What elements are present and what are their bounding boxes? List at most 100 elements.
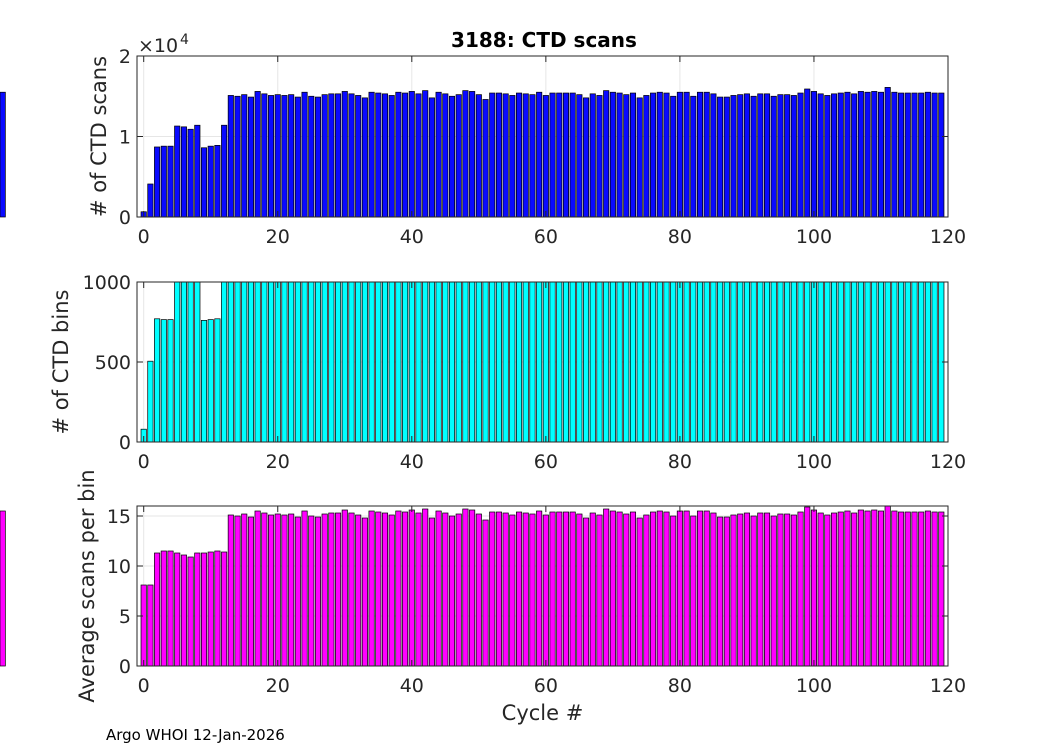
- bar: [763, 93, 771, 218]
- y-tick-label: 10: [107, 556, 131, 578]
- bar: [408, 281, 415, 443]
- bar: [837, 281, 844, 443]
- bar: [763, 512, 771, 667]
- bar: [730, 95, 737, 218]
- bar: [160, 145, 167, 218]
- bar: [361, 517, 368, 667]
- bar: [703, 91, 710, 218]
- bar: [314, 281, 322, 443]
- bar: [227, 281, 234, 443]
- bar: [536, 281, 543, 443]
- bar: [583, 97, 590, 218]
- bar: [301, 510, 308, 667]
- bar: [650, 511, 657, 667]
- bar: [321, 281, 328, 443]
- bar: [750, 515, 757, 667]
- bar: [871, 509, 878, 667]
- bar: [442, 281, 449, 443]
- y-tick-label: 0: [119, 656, 131, 678]
- bar: [435, 281, 442, 443]
- bar: [167, 145, 174, 218]
- bar: [596, 514, 603, 667]
- bar: [422, 508, 429, 667]
- bar: [918, 92, 925, 218]
- bar: [516, 511, 523, 667]
- bar: [824, 514, 831, 667]
- bar: [616, 92, 623, 218]
- bar: [831, 93, 838, 218]
- bar: [442, 512, 449, 667]
- bar: [375, 92, 382, 218]
- bar: [737, 513, 744, 667]
- bar: [294, 281, 301, 443]
- bar: [690, 281, 697, 443]
- bar: [147, 183, 154, 218]
- bar: [797, 281, 804, 443]
- bar: [696, 281, 704, 443]
- bar: [737, 94, 744, 218]
- bar: [207, 551, 214, 667]
- bar: [589, 281, 596, 443]
- bar: [194, 281, 201, 443]
- bar: [227, 95, 234, 218]
- bar: [871, 281, 878, 443]
- subplot-2: 0 20 40 60 80 100 120 0 500 1000 # of CTD bins: [49, 272, 966, 473]
- bar: [616, 511, 623, 667]
- bar: [569, 92, 576, 218]
- bar: [562, 92, 569, 218]
- bar: [274, 94, 281, 218]
- bar: [804, 281, 811, 443]
- x-axis-label: Cycle #: [502, 701, 584, 725]
- y-tick-label: 5: [119, 606, 131, 628]
- bar: [723, 516, 730, 667]
- bar: [864, 91, 871, 218]
- y-tick-label: 2: [119, 46, 131, 68]
- bar: [462, 508, 469, 667]
- bar: [542, 281, 549, 443]
- bar: [911, 92, 918, 218]
- bar: [810, 509, 817, 667]
- bar: [743, 93, 750, 218]
- bar: [402, 511, 409, 667]
- bar: [516, 281, 523, 443]
- bar: [710, 512, 717, 667]
- bar: [241, 281, 248, 443]
- bar: [911, 511, 918, 667]
- bar: [851, 93, 858, 218]
- bar: [247, 281, 254, 443]
- bar: [475, 513, 482, 667]
- bar: [180, 126, 187, 218]
- bar: [328, 512, 335, 667]
- bar: [388, 514, 395, 667]
- bar: [898, 281, 905, 443]
- bar: [851, 281, 858, 443]
- x-tick-label: 60: [534, 226, 558, 248]
- bar: [529, 281, 536, 443]
- bar: [0, 91, 6, 218]
- bar: [194, 552, 201, 667]
- bar: [877, 91, 884, 218]
- bar: [737, 281, 744, 443]
- bar: [717, 96, 724, 218]
- bar: [603, 281, 610, 443]
- bar: [777, 513, 784, 667]
- bar: [696, 91, 704, 218]
- bar: [891, 281, 898, 443]
- bar: [455, 94, 462, 218]
- bar: [288, 94, 295, 218]
- bar: [562, 511, 569, 667]
- bar: [931, 92, 938, 218]
- bar: [884, 505, 891, 667]
- bar: [355, 95, 362, 218]
- bar: [931, 511, 938, 667]
- bar: [522, 281, 529, 443]
- bar: [763, 281, 771, 443]
- bar: [194, 124, 201, 218]
- bar: [877, 510, 884, 667]
- x-tick-label: 0: [138, 675, 150, 697]
- bar: [918, 511, 925, 667]
- bar: [288, 513, 295, 667]
- bar: [516, 92, 523, 218]
- bar: [308, 281, 315, 443]
- bar: [723, 96, 730, 218]
